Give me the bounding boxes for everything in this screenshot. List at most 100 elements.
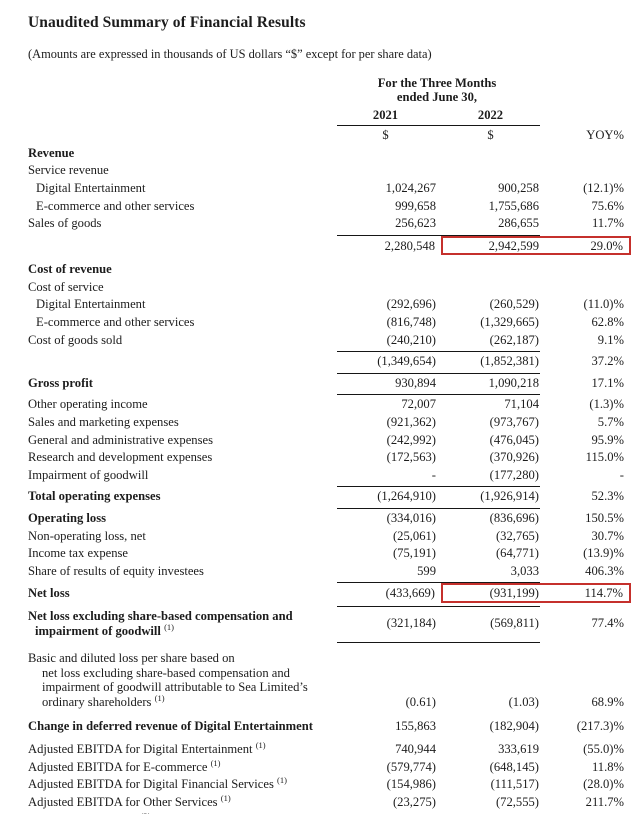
value-2022: (72,555) — [495, 794, 539, 809]
value-yoy: (217.3)% — [576, 718, 624, 733]
value-yoy — [545, 161, 630, 179]
header-rule-line — [337, 123, 540, 127]
currency-header-row: $ $ YOY% — [28, 126, 630, 144]
row-label: Operating loss — [28, 509, 335, 527]
value-2022: 286,655 — [498, 216, 539, 231]
row-label-line: Gross profit — [28, 375, 93, 390]
rule-row — [28, 391, 630, 396]
row-label: Cost of service — [28, 278, 335, 296]
table-row: General and administrative expenses (242,… — [28, 431, 630, 449]
value-2021: (154,986) — [386, 777, 436, 792]
row-label-line: Basic and diluted loss per share based o… — [28, 651, 235, 666]
table-row: Revenue — [28, 144, 630, 162]
value-yoy: 37.2% — [591, 354, 624, 369]
table-row: Operating loss (334,016) (836,696) 150.5% — [28, 509, 630, 527]
row-label-line: Research and development expenses — [28, 450, 213, 465]
table-row: Service revenue — [28, 161, 630, 179]
value-2022: (1,852,381) — [480, 354, 539, 369]
row-label-line: Income tax expense — [28, 546, 129, 561]
value-2022: (64,771) — [495, 546, 539, 561]
table-row-highlighted: Net loss (433,669) (931,199) 114.7% — [28, 583, 631, 603]
row-label-line: Sales and marketing expenses — [28, 415, 179, 430]
value-2021: (921,362) — [386, 415, 436, 430]
table-row: Sales of goods 256,623 286,655 11.7% — [28, 214, 630, 232]
footnote-marker: (1) — [220, 792, 231, 803]
table-row: Income tax expense (75,191) (64,771) (13.9)… — [28, 544, 630, 562]
value-yoy: 29.0% — [545, 235, 631, 256]
value-yoy: 11.7% — [591, 216, 624, 231]
row-label-line: Operating loss — [28, 511, 107, 526]
financial-results-table: For the Three Months ended June 30, 2021… — [28, 74, 631, 814]
row-label-line: Adjusted EBITDA for Digital Entertainmen… — [28, 739, 266, 757]
table-row: Unallocated expenses (2)(7,020)(7,653)9.… — [28, 811, 630, 814]
rule-row — [28, 348, 630, 353]
value-2022: (973,767) — [489, 415, 539, 430]
row-label: Sales and marketing expenses — [28, 413, 335, 431]
table-row: Gross profit 930,894 1,090,218 17.1% — [28, 374, 630, 392]
header-rule-row — [28, 122, 630, 127]
row-label: Digital Entertainment — [28, 179, 335, 197]
period-line-1: For the Three Months — [377, 76, 497, 91]
value-2022: 333,619 — [498, 742, 539, 757]
row-label — [28, 352, 335, 370]
value-2021: 2,280,548 — [384, 238, 435, 253]
row-label: Other operating income — [28, 395, 335, 413]
page-subtitle: (Amounts are expressed in thousands of U… — [28, 46, 432, 61]
value-2021: 930,894 — [395, 375, 436, 390]
value-2021: 256,623 — [395, 216, 436, 231]
value-2022: (476,045) — [489, 432, 539, 447]
table-row: Basic and diluted loss per share based o… — [28, 643, 630, 710]
table-row: Impairment of goodwill - (177,280) - — [28, 466, 630, 484]
value-2022: (111,517) — [490, 777, 539, 792]
value-2021 — [335, 144, 442, 162]
row-label: Change in deferred revenue of Digital En… — [28, 711, 335, 735]
rule-row — [28, 232, 630, 237]
rule-row — [28, 579, 630, 584]
row-label: Net loss — [28, 584, 335, 602]
row-label-line: Cost of service — [28, 279, 104, 294]
value-2022: (260,529) — [489, 297, 539, 312]
rule-line — [337, 233, 540, 236]
value-2021 — [335, 278, 442, 296]
footnote-marker: (1) — [164, 621, 175, 632]
footnote-marker: (1) — [277, 775, 287, 786]
value-2021: (0.61) — [405, 694, 436, 709]
currency-symbol-2022: $ — [487, 128, 494, 143]
value-2021: 1,024,267 — [385, 180, 436, 195]
value-2021 — [335, 161, 442, 179]
table-row: Share of results of equity investees 599 3… — [28, 562, 630, 580]
value-2022: 900,258 — [498, 180, 539, 195]
value-2022: 71,104 — [504, 397, 539, 412]
row-label: General and administrative expenses — [28, 431, 335, 449]
row-label-line: Service revenue — [28, 163, 109, 178]
value-yoy: 68.9% — [591, 694, 624, 709]
value-2022: (182,904) — [489, 718, 539, 733]
value-yoy: (28.0)% — [583, 777, 624, 792]
value-2022: (648,145) — [489, 759, 539, 774]
year-2022-header: 2022 — [477, 107, 504, 122]
value-2022: (7,653) — [442, 811, 545, 814]
table-row: E-commerce and other services 999,658 1,75… — [28, 197, 630, 215]
value-2022: (1,926,914) — [480, 489, 539, 504]
value-2022: (836,696) — [489, 511, 539, 526]
value-yoy: 17.1% — [591, 375, 624, 390]
row-label-line: Cost of goods sold — [28, 332, 123, 347]
row-label-line: Sales of goods — [28, 216, 102, 231]
value-yoy: 11.8% — [591, 759, 624, 774]
value-yoy: 75.6% — [591, 198, 624, 213]
value-yoy: 150.5% — [585, 511, 624, 526]
value-2022 — [442, 254, 545, 278]
row-label-line: Adjusted EBITDA for Digital Financial Se… — [28, 775, 287, 792]
value-2022: 3,033 — [510, 563, 539, 578]
row-label: Unallocated expenses (2) — [28, 811, 335, 814]
page-title: Unaudited Summary of Financial Results — [28, 14, 306, 31]
table-row: Research and development expenses (172,56… — [28, 448, 630, 466]
footnote-marker: (1) — [255, 739, 266, 750]
value-yoy: 95.9% — [591, 432, 624, 447]
table-row: Sales and marketing expenses (921,362) (97… — [28, 413, 630, 431]
table-row: Adjusted EBITDA for Other Services (1) (2… — [28, 793, 630, 811]
value-yoy: (12.1)% — [583, 180, 624, 195]
value-2022: (370,926) — [489, 450, 539, 465]
row-label-line: Non-operating loss, net — [28, 528, 146, 543]
value-2022 — [442, 161, 545, 179]
